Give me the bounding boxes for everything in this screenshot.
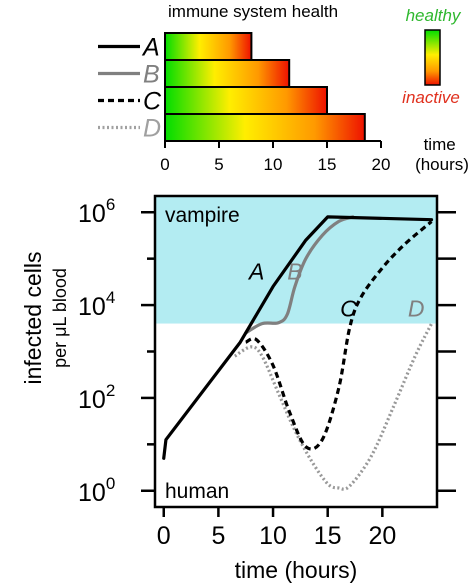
curve-label-A: A bbox=[247, 259, 264, 285]
x-tick-label: 10 bbox=[259, 522, 287, 550]
y-tick-label: 100 bbox=[78, 474, 115, 507]
x-tick-label: 20 bbox=[368, 522, 396, 550]
x-tick-label: 15 bbox=[314, 522, 342, 550]
health-colorbar bbox=[424, 29, 441, 86]
legend-label-B: B bbox=[143, 61, 160, 89]
legend-label-C: C bbox=[143, 88, 162, 116]
immune-x-tick-label: 15 bbox=[318, 155, 337, 174]
x-tick-label: 0 bbox=[157, 522, 171, 550]
infection-curves bbox=[162, 215, 434, 491]
infection-x-ticks: 0 5 10 15 20 bbox=[157, 507, 396, 550]
curve-A bbox=[162, 215, 434, 460]
region-label-vampire: vampire bbox=[165, 204, 240, 227]
infection-y-sublabel: per μL blood bbox=[50, 268, 70, 368]
region-label-human: human bbox=[165, 480, 229, 503]
colorbar-label-inactive: inactive bbox=[402, 88, 460, 107]
legend-label-A: A bbox=[141, 34, 160, 62]
curve-labels: A B C D bbox=[247, 259, 425, 322]
immune-x-tick-label: 5 bbox=[214, 155, 223, 174]
immune-bar-A bbox=[164, 32, 253, 61]
curve-C bbox=[245, 220, 433, 451]
colorbar-label-healthy: healthy bbox=[406, 6, 462, 25]
infection-y-label: infected cells bbox=[20, 252, 46, 385]
immune-bar-B bbox=[164, 59, 291, 88]
immune-bar-D bbox=[164, 113, 366, 142]
y-tick-label: 104 bbox=[78, 288, 115, 321]
curve-D bbox=[233, 322, 433, 491]
curve-label-B: B bbox=[287, 259, 302, 285]
immune-chart-title: immune system health bbox=[168, 2, 338, 21]
curve-label-C: C bbox=[340, 296, 357, 322]
immune-x-tick-label: 20 bbox=[372, 155, 391, 174]
curve-B bbox=[244, 215, 355, 335]
immune-bar-C bbox=[164, 86, 328, 115]
immune-x-ticks: 0 5 10 15 20 bbox=[160, 141, 390, 174]
immune-x-tick-label: 10 bbox=[264, 155, 283, 174]
infection-y-ticks: 100 102 104 106 bbox=[78, 195, 456, 507]
infection-regions: vampire human bbox=[155, 196, 437, 507]
immune-bars bbox=[164, 32, 366, 142]
legend-label-D: D bbox=[143, 115, 161, 143]
infection-x-label: time (hours) bbox=[235, 557, 358, 583]
y-tick-label: 102 bbox=[78, 381, 115, 414]
immune-x-label: time (hours) bbox=[415, 135, 469, 174]
immune-x-tick-label: 0 bbox=[160, 155, 169, 174]
curve-label-D: D bbox=[408, 296, 425, 322]
x-tick-label: 5 bbox=[211, 522, 225, 550]
y-tick-label: 106 bbox=[78, 195, 115, 228]
